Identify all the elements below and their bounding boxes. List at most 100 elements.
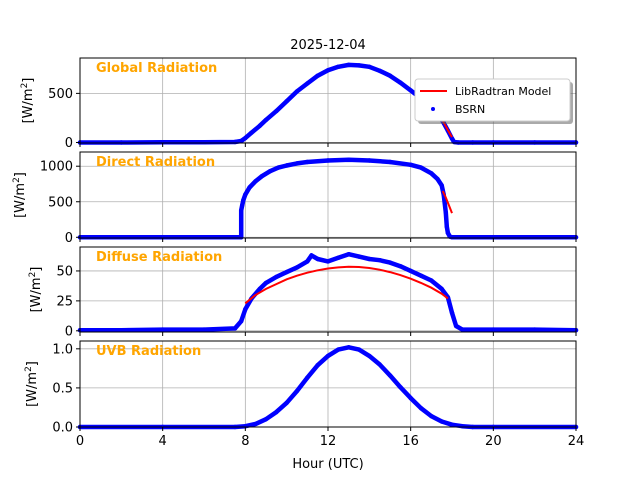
data-point-bsrn [429, 171, 434, 176]
legend-box [414, 78, 571, 122]
y-axis-label-part: [W/m [29, 277, 44, 312]
data-point-bsrn [429, 413, 434, 419]
data-point-bsrn [305, 81, 310, 86]
data-point-bsrn [309, 253, 314, 258]
x-tick-label: 0 [76, 434, 84, 449]
data-point-bsrn [449, 422, 455, 427]
data-point-bsrn [241, 198, 246, 203]
data-point-bsrn [160, 327, 165, 332]
data-point-bsrn [239, 235, 244, 240]
data-point-bsrn [239, 319, 244, 324]
panel-1: 0 500 Global Radiation [W/m2] LibRadtran Mod… [20, 57, 579, 151]
y-axis-label: [W/m2] [12, 172, 28, 218]
data-point-bsrn [398, 264, 403, 269]
panel-2: 0 500 1000 Direct Radiation [W/m2] [12, 151, 579, 246]
data-point-bsrn [377, 68, 382, 74]
data-point-bsrn [491, 327, 496, 332]
data-point-bsrn [294, 388, 300, 394]
y-axis-label-part: [W/m [25, 372, 40, 407]
legend-entry-label: LibRadtran Model [455, 85, 551, 98]
data-point-bsrn [439, 286, 444, 292]
data-point-bsrn [346, 252, 351, 257]
data-point-bsrn [408, 395, 413, 401]
data-point-bsrn [398, 80, 403, 85]
data-point-bsrn [201, 140, 207, 145]
y-tick-label: 0.5 [52, 381, 73, 396]
data-point-bsrn [451, 139, 457, 145]
data-point-bsrn [418, 165, 424, 170]
data-point-bsrn [460, 424, 465, 429]
data-point-bsrn [201, 327, 207, 332]
data-point-bsrn [336, 64, 341, 70]
data-point-bsrn [387, 260, 393, 265]
data-point-bsrn [449, 235, 455, 240]
y-tick-label: 25 [56, 294, 73, 309]
panel-label: UVB Radiation [96, 344, 201, 359]
data-point-bsrn [408, 162, 413, 167]
data-point-bsrn [435, 176, 440, 182]
data-point-bsrn [239, 138, 244, 144]
data-point-bsrn [284, 163, 289, 168]
data-point-bsrn [443, 210, 448, 215]
data-point-bsrn [274, 409, 279, 415]
data-point-bsrn [259, 174, 265, 179]
data-point-bsrn [387, 73, 393, 78]
data-point-bsrn [346, 157, 351, 162]
y-tick-label: 0 [65, 231, 73, 246]
panel-label: Diffuse Radiation [96, 250, 222, 265]
data-point-bsrn [284, 269, 289, 275]
y-tick-label: 500 [48, 87, 73, 102]
data-point-bsrn [249, 130, 254, 135]
data-point-bsrn [315, 363, 320, 368]
data-point-bsrn [346, 62, 351, 68]
data-point-bsrn [257, 286, 262, 292]
data-point-bsrn [387, 373, 393, 378]
data-point-bsrn [267, 169, 273, 174]
data-point-bsrn [253, 421, 258, 427]
series-bsrn-trace [77, 345, 579, 430]
panel-4: 0.0 0.5 1.0 0 4 8 12 16 20 24 UVB Radiation [W/m2] [24, 340, 584, 449]
data-point-bsrn [445, 230, 451, 236]
data-point-bsrn [325, 68, 331, 73]
data-point-bsrn [239, 208, 244, 213]
data-point-bsrn [243, 307, 248, 312]
data-point-bsrn [387, 159, 393, 165]
y-axis-label-part: 2 [28, 272, 38, 278]
x-tick-label: 12 [320, 434, 337, 449]
data-point-bsrn [325, 259, 331, 264]
data-point-bsrn [356, 254, 362, 259]
y-axis-label-part: ] [29, 267, 44, 272]
y-axis-label-part: [W/m [21, 88, 36, 123]
data-point-bsrn [240, 203, 245, 208]
y-tick-label: 50 [56, 264, 73, 279]
data-point-bsrn [346, 345, 351, 350]
data-point-bsrn [325, 158, 331, 163]
data-point-bsrn [367, 158, 372, 163]
data-point-bsrn [243, 135, 248, 141]
data-point-bsrn [325, 353, 331, 359]
y-tick-label: 1000 [40, 160, 73, 175]
series-libradtran-line [441, 190, 453, 214]
data-point-bsrn [336, 347, 341, 352]
data-point-bsrn [315, 256, 320, 262]
data-point-bsrn [439, 183, 444, 188]
panel-label: Global Radiation [96, 61, 217, 76]
data-point-bsrn [274, 108, 279, 114]
y-tick-label: 500 [48, 195, 73, 210]
x-tick-label: 20 [485, 434, 502, 449]
y-axis-label: [W/m2] [28, 267, 44, 313]
y-axis-label-part: ] [21, 78, 36, 83]
data-point-bsrn [377, 362, 382, 367]
data-point-bsrn [284, 99, 289, 104]
data-point-bsrn [408, 88, 413, 93]
data-point-bsrn [263, 280, 269, 286]
data-point-bsrn [444, 224, 449, 229]
data-point-bsrn [356, 347, 362, 352]
legend: LibRadtran Model BSRN [414, 78, 573, 124]
data-point-bsrn [453, 323, 459, 329]
data-point-bsrn [232, 326, 238, 331]
data-point-bsrn [276, 165, 281, 170]
data-point-bsrn [294, 265, 300, 270]
